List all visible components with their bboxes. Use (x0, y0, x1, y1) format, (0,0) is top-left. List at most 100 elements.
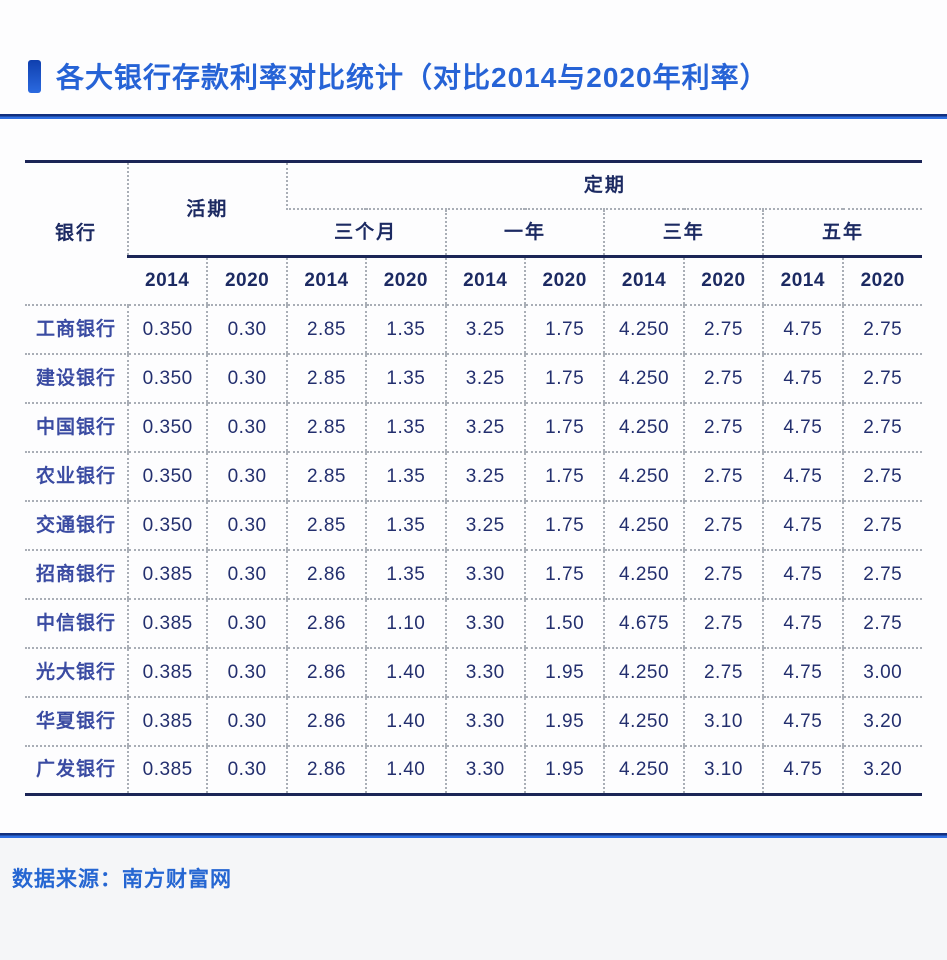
rate-value-cell: 2.75 (841, 304, 922, 355)
rate-value-cell: 3.10 (682, 745, 764, 796)
rate-value-cell: 0.350 (126, 353, 208, 404)
column-header-1year: 一年 (444, 208, 605, 258)
rate-value-cell: 0.30 (206, 353, 287, 404)
rate-value-cell: 1.50 (523, 598, 605, 649)
deposit-rates-table: 银行 活期 定期 三个月 一年 三年 五年 2014 2020 2014 202… (25, 160, 922, 796)
bank-name-cell: 农业银行 (25, 451, 128, 502)
rate-value-cell: 0.385 (126, 549, 208, 600)
year-header: 2020 (206, 256, 287, 306)
rate-value-cell: 0.385 (126, 647, 208, 698)
rate-value-cell: 1.75 (523, 451, 605, 502)
rate-value-cell: 1.10 (365, 598, 446, 649)
title-accent-bar (28, 59, 41, 93)
rate-value-cell: 2.75 (841, 549, 922, 600)
rate-value-cell: 3.30 (444, 598, 525, 649)
table-row: 中信银行 0.385 0.30 2.86 1.10 3.30 1.50 4.675 2.75 4.… (25, 598, 922, 649)
year-header: 2014 (603, 256, 684, 306)
rate-value-cell: 3.25 (444, 304, 525, 355)
footer-strip: 数据来源：南方财富网 (0, 838, 947, 960)
table-row: 交通银行 0.350 0.30 2.85 1.35 3.25 1.75 4.250 2.75 4.… (25, 500, 922, 551)
rate-value-cell: 2.75 (682, 500, 764, 551)
rate-value-cell: 0.30 (206, 549, 287, 600)
data-source-label: 数据来源：南方财富网 (12, 868, 232, 891)
rate-value-cell: 1.75 (523, 500, 605, 551)
column-group-demand: 活期 (127, 161, 287, 258)
rate-value-cell: 1.35 (365, 304, 446, 355)
rate-value-cell: 4.675 (603, 598, 684, 649)
rate-value-cell: 4.75 (762, 696, 843, 747)
rate-value-cell: 1.35 (365, 402, 446, 453)
rate-value-cell: 4.250 (603, 353, 684, 404)
rate-value-cell: 0.30 (206, 451, 287, 502)
column-header-5year: 五年 (762, 208, 922, 258)
bank-name-cell: 中信银行 (25, 598, 128, 649)
table-row: 农业银行 0.350 0.30 2.85 1.35 3.25 1.75 4.250 2.75 4.… (25, 451, 922, 502)
rate-value-cell: 1.40 (365, 745, 446, 796)
rate-value-cell: 0.350 (126, 402, 208, 453)
rate-value-cell: 2.86 (285, 745, 367, 796)
rate-value-cell: 2.75 (682, 549, 764, 600)
table-row: 招商银行 0.385 0.30 2.86 1.35 3.30 1.75 4.250 2.75 4.… (25, 549, 922, 600)
rate-value-cell: 2.75 (841, 598, 922, 649)
rate-value-cell: 0.30 (206, 500, 287, 551)
column-header-bank: 银行 (25, 161, 128, 306)
rate-value-cell: 4.250 (603, 451, 684, 502)
rate-value-cell: 2.85 (285, 402, 367, 453)
rate-value-cell: 4.75 (762, 549, 843, 600)
rate-value-cell: 2.85 (285, 304, 367, 355)
rate-value-cell: 3.30 (444, 549, 525, 600)
year-header: 2020 (523, 256, 605, 306)
rate-value-cell: 1.95 (523, 696, 605, 747)
table-row: 华夏银行 0.385 0.30 2.86 1.40 3.30 1.95 4.250 3.10 4.… (25, 696, 922, 747)
table-bottom-divider-line (0, 833, 947, 838)
rate-value-cell: 0.30 (206, 402, 287, 453)
rate-value-cell: 2.75 (841, 500, 922, 551)
rate-value-cell: 4.75 (762, 304, 843, 355)
rate-value-cell: 0.30 (206, 745, 287, 796)
table-body: 工商银行 0.350 0.30 2.85 1.35 3.25 1.75 4.250 2.75 4.… (25, 304, 922, 796)
rate-value-cell: 4.250 (603, 304, 684, 355)
rate-value-cell: 0.350 (126, 451, 208, 502)
rate-value-cell: 3.20 (841, 696, 922, 747)
rate-value-cell: 0.350 (126, 304, 208, 355)
rate-value-cell: 2.75 (682, 647, 764, 698)
rate-value-cell: 0.350 (126, 500, 208, 551)
table-row: 光大银行 0.385 0.30 2.86 1.40 3.30 1.95 4.250 2.75 4.… (25, 647, 922, 698)
article-title-block: 各大银行存款利率对比统计（对比2014与2020年利率） (28, 56, 769, 96)
bank-name-cell: 招商银行 (25, 549, 128, 600)
header-row-periods: 三个月 一年 三年 五年 (25, 208, 922, 258)
rate-value-cell: 3.20 (841, 745, 922, 796)
rate-value-cell: 1.35 (365, 451, 446, 502)
bank-name-cell: 广发银行 (25, 745, 128, 796)
rate-value-cell: 0.385 (126, 745, 208, 796)
rate-value-cell: 3.30 (444, 696, 525, 747)
page-title: 各大银行存款利率对比统计（对比2014与2020年利率） (56, 62, 769, 93)
rate-value-cell: 0.30 (206, 647, 287, 698)
column-header-3year: 三年 (603, 208, 764, 258)
rate-value-cell: 1.35 (365, 549, 446, 600)
rate-value-cell: 1.95 (523, 745, 605, 796)
rate-value-cell: 3.10 (682, 696, 764, 747)
rate-value-cell: 3.25 (444, 451, 525, 502)
rate-value-cell: 2.75 (841, 353, 922, 404)
rate-value-cell: 2.86 (285, 647, 367, 698)
rate-value-cell: 0.385 (126, 696, 208, 747)
rate-value-cell: 2.75 (841, 451, 922, 502)
table-header: 银行 活期 定期 三个月 一年 三年 五年 2014 2020 2014 202… (25, 161, 922, 306)
rate-value-cell: 4.250 (603, 696, 684, 747)
rate-value-cell: 0.30 (206, 304, 287, 355)
table-row: 广发银行 0.385 0.30 2.86 1.40 3.30 1.95 4.250 3.10 4.… (25, 745, 922, 796)
rate-value-cell: 4.75 (762, 451, 843, 502)
year-header: 2020 (365, 256, 446, 306)
rate-value-cell: 2.85 (285, 451, 367, 502)
rate-value-cell: 2.75 (682, 304, 764, 355)
header-row-groups: 银行 活期 定期 (25, 161, 922, 306)
table-row: 工商银行 0.350 0.30 2.85 1.35 3.25 1.75 4.250 2.75 4.… (25, 304, 922, 355)
column-group-fixed: 定期 (285, 161, 922, 210)
rate-value-cell: 0.30 (206, 696, 287, 747)
year-header: 2014 (444, 256, 525, 306)
rate-value-cell: 1.35 (365, 500, 446, 551)
year-header: 2014 (762, 256, 843, 306)
rate-value-cell: 0.30 (206, 598, 287, 649)
title-divider-line (0, 114, 947, 119)
